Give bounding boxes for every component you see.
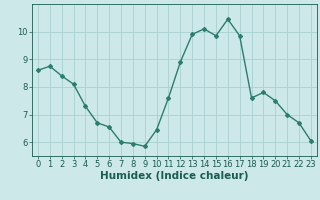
X-axis label: Humidex (Indice chaleur): Humidex (Indice chaleur) (100, 171, 249, 181)
